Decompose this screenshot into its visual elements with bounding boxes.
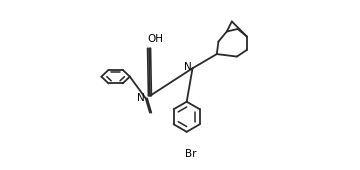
Text: N: N: [184, 62, 192, 72]
Text: N: N: [137, 92, 145, 103]
Text: Br: Br: [185, 149, 197, 159]
Text: OH: OH: [147, 34, 163, 44]
